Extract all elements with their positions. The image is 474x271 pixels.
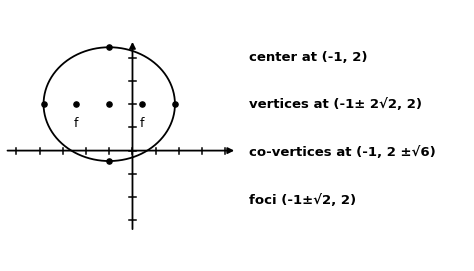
Text: f: f [140, 117, 145, 130]
Text: center at (-1, 2): center at (-1, 2) [248, 50, 367, 63]
Point [105, 45, 113, 49]
Text: vertices at (-1± 2√2, 2): vertices at (-1± 2√2, 2) [248, 98, 421, 111]
Text: foci (-1±√2, 2): foci (-1±√2, 2) [248, 194, 356, 207]
Point [40, 102, 47, 106]
Text: f: f [74, 117, 79, 130]
Point [105, 102, 113, 106]
Point [171, 102, 179, 106]
Point [138, 102, 146, 106]
Point [105, 159, 113, 163]
Point [73, 102, 80, 106]
Text: co-vertices at (-1, 2 ±√6): co-vertices at (-1, 2 ±√6) [248, 146, 435, 159]
